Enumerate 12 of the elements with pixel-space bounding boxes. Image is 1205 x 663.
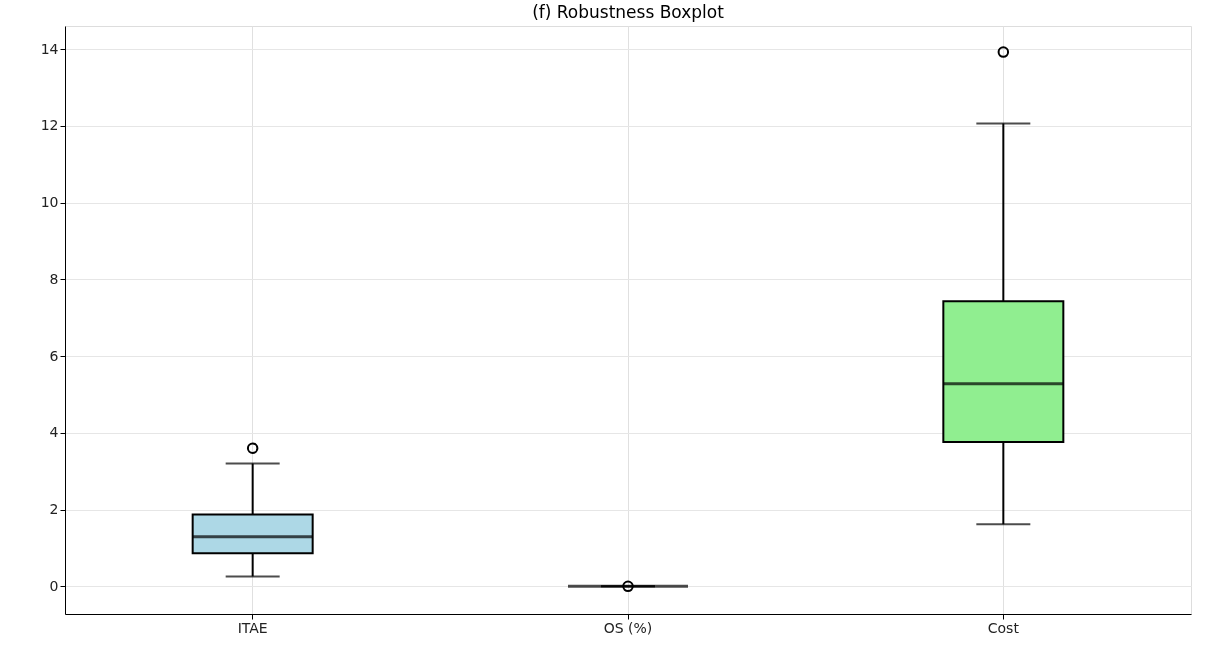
x-tick-label: Cost xyxy=(987,619,1020,636)
y-tick-label: 6 xyxy=(49,347,59,364)
y-tick-label: 2 xyxy=(49,501,59,518)
x-tick-label: ITAE xyxy=(237,619,268,636)
y-tick-label: 10 xyxy=(40,194,59,211)
x-tick-label: OS (%) xyxy=(603,619,653,636)
y-tick-label: 4 xyxy=(49,424,59,441)
y-tick-label: 8 xyxy=(49,270,59,287)
y-tick-label: 0 xyxy=(49,577,59,594)
y-tick-label: 14 xyxy=(40,40,59,57)
y-tick-label: 12 xyxy=(40,117,59,134)
chart-title: (f) Robustness Boxplot xyxy=(532,2,725,22)
